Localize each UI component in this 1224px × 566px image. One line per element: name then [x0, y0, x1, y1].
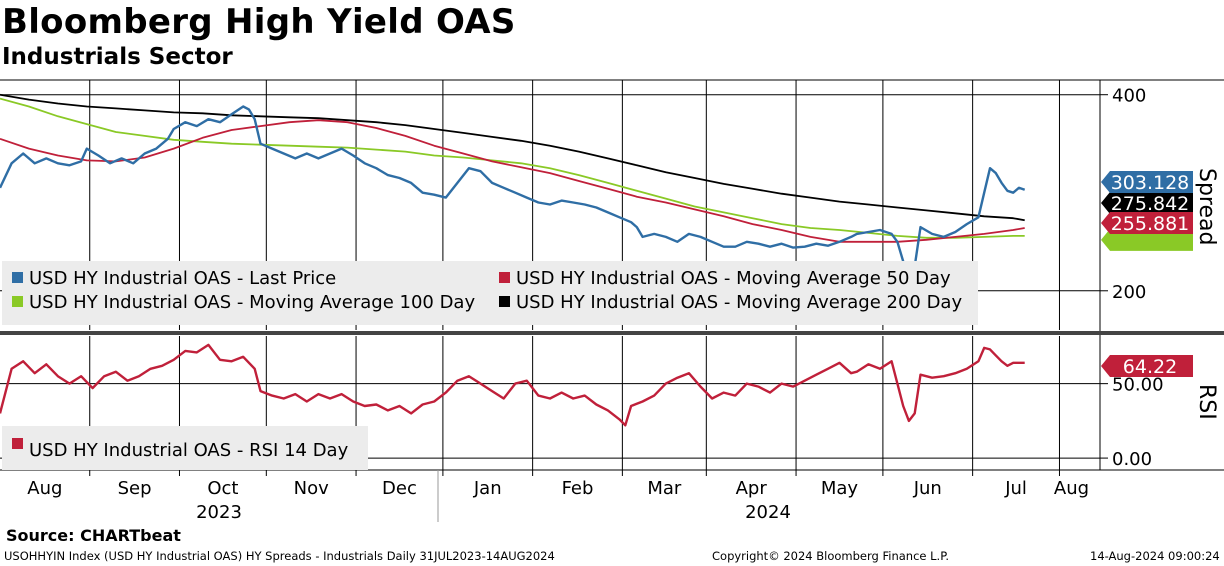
value-flag-ma50-shape [1101, 212, 1193, 234]
y-tick-label: 400 [1112, 86, 1146, 107]
series-line-ma200 [0, 93, 1025, 222]
upper-axis-title: Spread [1194, 168, 1219, 245]
legend-swatch [499, 272, 510, 283]
x-tick-label: Jun [913, 478, 942, 499]
lower-legend-box [2, 426, 368, 470]
legend-swatch [12, 272, 23, 283]
value-flag-ma100-shape [1101, 228, 1193, 251]
x-tick-label: Aug [1054, 478, 1089, 499]
ticker-info: USOHHYIN Index (USD HY Industrial OAS) H… [4, 549, 555, 563]
x-tick-label: Aug [27, 478, 62, 499]
x-tick-label: Nov [294, 478, 329, 499]
value-flag-ma100 [1101, 228, 1193, 251]
y-tick-label: 200 [1112, 282, 1146, 303]
legend-label: USD HY Industrial OAS - RSI 14 Day [29, 440, 349, 461]
series-line-ma100 [0, 97, 1025, 239]
x-tick-label: Oct [207, 478, 238, 499]
legend-label: USD HY Industrial OAS - Moving Average 2… [516, 292, 962, 313]
x-tick-label: May [821, 478, 859, 499]
x-tick-label: Jul [1004, 478, 1027, 499]
value-flag-ma200-shape [1101, 192, 1193, 214]
series-line-ma50 [0, 119, 1025, 243]
x-tick-label: Dec [382, 478, 417, 499]
upper-legend-box [2, 261, 978, 325]
x-tick-label: Feb [562, 478, 594, 499]
timestamp: 14-Aug-2024 09:00:24 [1090, 549, 1220, 563]
x-year-label: 2024 [745, 502, 791, 523]
legend-swatch [12, 296, 23, 307]
x-tick-label: Jan [473, 478, 502, 499]
value-flag-ma50-label: 255.881 [1111, 213, 1190, 235]
legend-label: USD HY Industrial OAS - Last Price [29, 268, 336, 289]
chart-subtitle: Industrials Sector [2, 44, 233, 70]
x-tick-label: Mar [647, 478, 682, 499]
value-flag-rsi: 64.22 [1101, 355, 1193, 378]
copyright: Copyright© 2024 Bloomberg Finance L.P. [712, 549, 949, 563]
series-line-rsi [0, 343, 1025, 427]
value-flag-ma200: 275.842 [1101, 192, 1193, 215]
legend-label: USD HY Industrial OAS - Moving Average 1… [29, 292, 475, 313]
lower-axis-title: RSI [1194, 384, 1219, 420]
value-flag-last-price-shape [1101, 171, 1193, 193]
panel-separator [0, 331, 1224, 335]
x-tick-label: Sep [118, 478, 152, 499]
value-flag-last-price: 303.128 [1101, 171, 1193, 194]
legend-swatch [12, 438, 23, 449]
value-flag-rsi-shape [1101, 355, 1193, 377]
value-flag-rsi-label: 64.22 [1123, 356, 1177, 378]
value-flag-ma200-label: 275.842 [1111, 193, 1190, 215]
chart-title: Bloomberg High Yield OAS [2, 2, 516, 42]
legend-label: USD HY Industrial OAS - Moving Average 5… [516, 268, 951, 289]
legend-swatch [499, 296, 510, 307]
x-year-label: 2023 [196, 502, 242, 523]
y-tick-label: 0.00 [1112, 449, 1152, 470]
y-tick-label: 50.00 [1112, 375, 1164, 396]
source-label: Source: CHARTbeat [6, 526, 181, 545]
value-flag-last-price-label: 303.128 [1111, 172, 1190, 194]
x-tick-label: Apr [736, 478, 768, 499]
value-flag-ma50: 255.881 [1101, 212, 1193, 235]
series-line-last-price [0, 105, 1026, 278]
